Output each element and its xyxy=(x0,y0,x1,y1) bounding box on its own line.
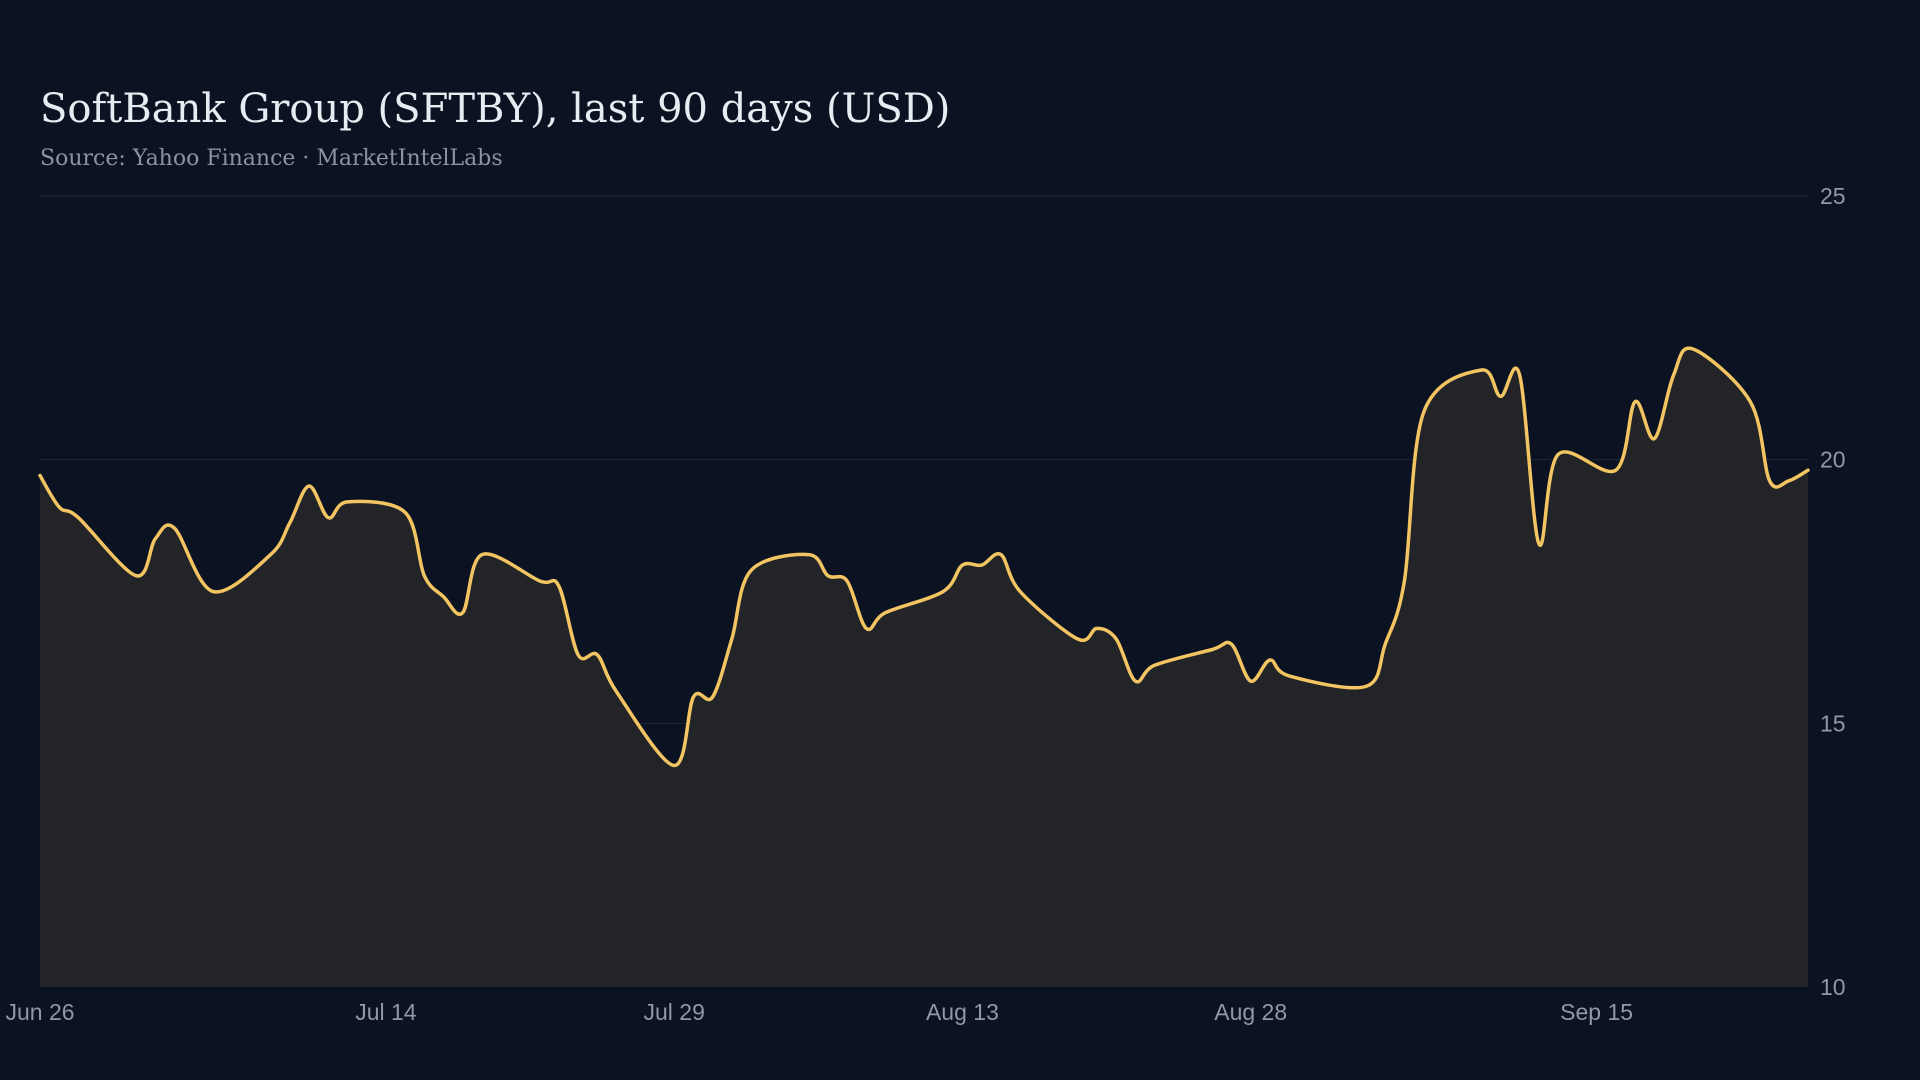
chart-subtitle: Source: Yahoo Finance · MarketIntelLabs xyxy=(40,146,503,171)
data-point-14 xyxy=(440,593,448,601)
data-point-36 xyxy=(1016,588,1024,596)
data-point-42 xyxy=(1208,646,1216,654)
data-point-9 xyxy=(305,482,313,490)
data-point-2 xyxy=(74,514,82,522)
data-point-63 xyxy=(1785,477,1793,485)
data-point-0 xyxy=(36,472,44,480)
price-area-fill xyxy=(40,348,1808,987)
data-point-47 xyxy=(1362,682,1370,690)
data-point-24 xyxy=(709,693,717,701)
data-point-64 xyxy=(1804,466,1812,474)
data-point-46 xyxy=(1285,672,1293,680)
data-point-18 xyxy=(555,582,563,590)
data-point-61 xyxy=(1746,398,1754,406)
data-point-50 xyxy=(1420,408,1428,416)
data-point-16 xyxy=(478,551,486,559)
data-point-34 xyxy=(978,561,986,569)
data-point-26 xyxy=(747,566,755,574)
price-line[interactable] xyxy=(38,346,1810,768)
data-point-23 xyxy=(689,693,697,701)
data-point-6 xyxy=(209,588,217,596)
data-point-25 xyxy=(728,635,736,643)
y-tick-label-15: 15 xyxy=(1820,710,1846,736)
data-point-22 xyxy=(670,762,678,770)
data-point-58 xyxy=(1650,435,1658,443)
data-point-30 xyxy=(862,624,870,632)
chart-title: SoftBank Group (SFTBY), last 90 days (US… xyxy=(40,86,951,132)
data-point-39 xyxy=(1112,635,1120,643)
data-point-60 xyxy=(1689,345,1697,353)
data-point-52 xyxy=(1497,392,1505,400)
data-point-43 xyxy=(1228,640,1236,648)
x-axis-ticks: Jun 26 Jul 14 Jul 29 Aug 13 Aug 28 Sep 15 xyxy=(5,999,1633,1025)
data-point-29 xyxy=(843,577,851,585)
data-point-17 xyxy=(536,577,544,585)
data-point-21 xyxy=(613,688,621,696)
x-tick-label-3: Aug 13 xyxy=(926,999,999,1025)
data-point-32 xyxy=(939,588,947,596)
data-point-3 xyxy=(132,572,140,580)
data-point-11 xyxy=(344,498,352,506)
data-point-41 xyxy=(1151,661,1159,669)
data-point-62 xyxy=(1766,477,1774,485)
data-point-49 xyxy=(1400,577,1408,585)
x-tick-label-2: Jul 29 xyxy=(643,999,704,1025)
data-point-27 xyxy=(805,551,813,559)
data-point-44 xyxy=(1247,677,1255,685)
data-point-45 xyxy=(1266,656,1274,664)
data-point-15 xyxy=(459,609,467,617)
data-point-7 xyxy=(267,551,275,559)
data-point-55 xyxy=(1554,450,1562,458)
y-tick-label-25: 25 xyxy=(1820,183,1846,209)
x-tick-label-0: Jun 26 xyxy=(5,999,74,1025)
y-tick-label-10: 10 xyxy=(1820,974,1846,1000)
data-point-56 xyxy=(1612,466,1620,474)
data-point-59 xyxy=(1670,371,1678,379)
data-point-48 xyxy=(1381,640,1389,648)
x-tick-label-5: Sep 15 xyxy=(1560,999,1633,1025)
y-tick-label-20: 20 xyxy=(1820,447,1846,473)
data-point-37 xyxy=(1074,635,1082,643)
x-tick-label-1: Jul 14 xyxy=(355,999,417,1025)
data-point-57 xyxy=(1631,398,1639,406)
data-point-5 xyxy=(171,524,179,532)
data-point-19 xyxy=(574,651,582,659)
data-point-54 xyxy=(1535,540,1543,548)
data-point-53 xyxy=(1516,371,1524,379)
data-point-20 xyxy=(593,651,601,659)
data-point-33 xyxy=(958,561,966,569)
data-point-13 xyxy=(420,572,428,580)
data-point-4 xyxy=(151,535,159,543)
y-axis-ticks: 10 15 20 25 xyxy=(1820,183,1846,1000)
data-point-51 xyxy=(1477,366,1485,374)
data-point-10 xyxy=(324,514,332,522)
data-point-35 xyxy=(997,551,1005,559)
data-point-12 xyxy=(401,508,409,516)
data-point-38 xyxy=(1093,624,1101,632)
data-point-1 xyxy=(55,503,63,511)
data-point-8 xyxy=(286,519,294,527)
x-tick-label-4: Aug 28 xyxy=(1214,999,1287,1025)
data-point-31 xyxy=(882,609,890,617)
data-point-40 xyxy=(1131,677,1139,685)
data-point-28 xyxy=(824,572,832,580)
